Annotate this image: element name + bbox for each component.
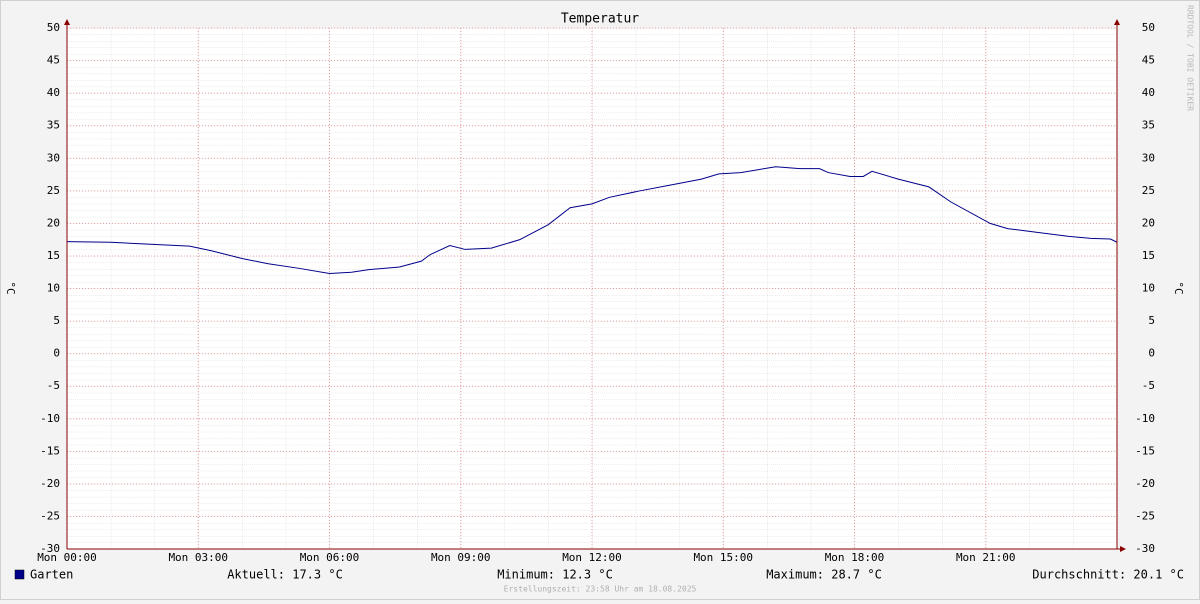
stat: Aktuell: 17.3 °C <box>227 568 343 582</box>
y-tick-label: -20 <box>40 477 60 490</box>
y2-tick-label: 20 <box>1142 216 1155 229</box>
x-tick-label: Mon 12:00 <box>562 551 622 564</box>
y-tick-label: 5 <box>53 314 60 327</box>
chart-title: Temperatur <box>561 12 639 27</box>
y-tick-label: 35 <box>47 119 60 132</box>
x-tick-label: Mon 18:00 <box>825 551 885 564</box>
y2-tick-label: 5 <box>1148 314 1155 327</box>
y-tick-label: 25 <box>47 184 60 197</box>
stat: Durchschnitt: 20.1 °C <box>1032 568 1184 582</box>
axis-arrow <box>1120 546 1126 552</box>
y-tick-label: 50 <box>47 21 60 34</box>
x-tick-label: Mon 15:00 <box>693 551 753 564</box>
y-axis-label: °C <box>4 281 17 294</box>
y2-tick-label: 35 <box>1142 119 1155 132</box>
y-tick-label: 40 <box>47 86 60 99</box>
x-tick-label: Mon 00:00 <box>37 551 97 564</box>
y2-tick-label: 15 <box>1142 249 1155 262</box>
y2-tick-label: 40 <box>1142 86 1155 99</box>
stat: Minimum: 12.3 °C <box>497 568 613 582</box>
y-tick-label: 45 <box>47 54 60 67</box>
y2-axis-label: °C <box>1172 281 1185 294</box>
y-tick-label: 0 <box>53 347 60 360</box>
line <box>66 166 1118 275</box>
stat: Maximum: 28.7 °C <box>766 568 882 582</box>
y-tick-label: -5 <box>47 379 60 392</box>
y2-tick-label: 30 <box>1142 151 1155 164</box>
x-tick-label: Mon 03:00 <box>168 551 228 564</box>
watermark: RRDTOOL / TOBI OETIKER <box>1186 5 1195 111</box>
x-tick-label: Mon 06:00 <box>300 551 360 564</box>
y2-tick-label: -10 <box>1135 412 1155 425</box>
y-tick-label: -10 <box>40 412 60 425</box>
y2-tick-label: -30 <box>1135 542 1155 555</box>
y2-tick-label: -25 <box>1135 509 1155 522</box>
y2-tick-label: 10 <box>1142 282 1155 295</box>
y2-tick-label: -5 <box>1142 379 1155 392</box>
y2-tick-label: 0 <box>1148 347 1155 360</box>
y2-tick-label: -20 <box>1135 477 1155 490</box>
y-tick-label: 30 <box>47 151 60 164</box>
y-tick-label: 10 <box>47 282 60 295</box>
y2-tick-label: 50 <box>1142 21 1155 34</box>
x-tick-label: Mon 21:00 <box>956 551 1016 564</box>
y-tick-label: -25 <box>40 509 60 522</box>
y2-tick-label: 45 <box>1142 54 1155 67</box>
footer: Erstellungszeit: 23:58 Uhr am 18.08.2025 <box>504 585 697 594</box>
legend-label: Garten <box>30 568 73 582</box>
y-tick-label: 15 <box>47 249 60 262</box>
y2-tick-label: -15 <box>1135 444 1155 457</box>
x-tick-label: Mon 09:00 <box>431 551 491 564</box>
legend-swatch <box>14 569 25 580</box>
y-tick-label: -30 <box>40 542 60 555</box>
axis-arrow <box>64 19 70 25</box>
y-tick-label: 20 <box>47 216 60 229</box>
y-tick-label: -15 <box>40 444 60 457</box>
axis-arrow <box>1114 19 1120 25</box>
y2-tick-label: 25 <box>1142 184 1155 197</box>
